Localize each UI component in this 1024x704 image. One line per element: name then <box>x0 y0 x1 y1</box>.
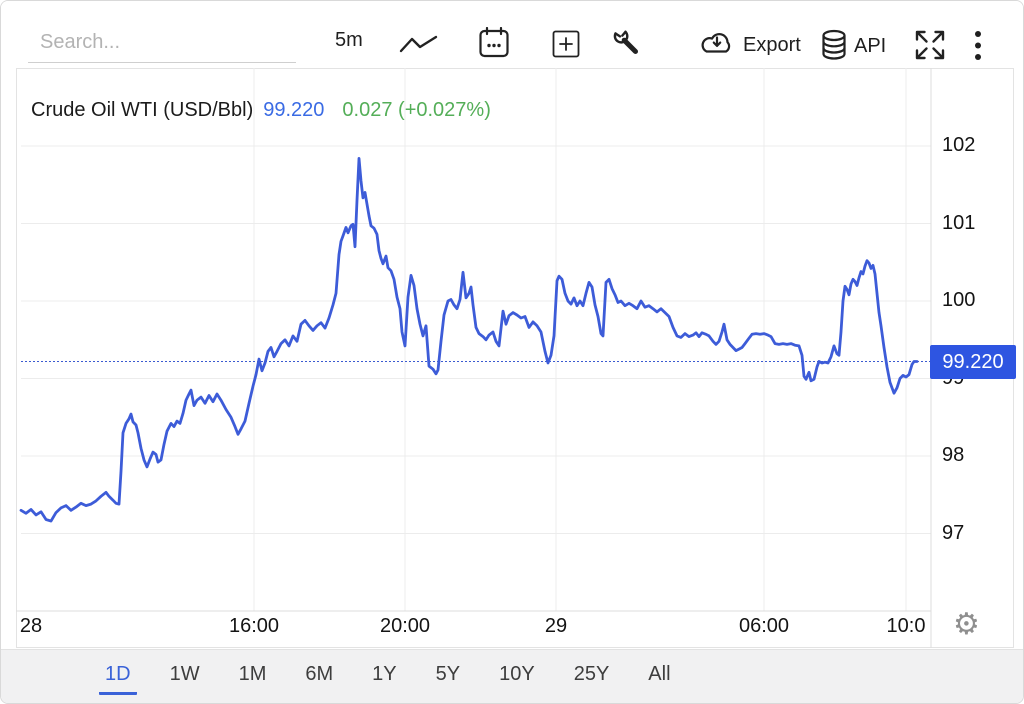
toolbar: 5m <box>1 1 1023 67</box>
range-tab-25y[interactable]: 25Y <box>568 661 616 695</box>
price-change: 0.027 (+0.027%) <box>342 99 491 121</box>
tools-button[interactable] <box>611 28 641 61</box>
instrument-title: Crude Oil WTI (USD/Bbl) <box>31 99 254 121</box>
expand-icon <box>913 28 947 65</box>
add-indicator-button[interactable] <box>552 30 580 61</box>
calendar-icon <box>479 26 509 62</box>
range-tab-6m[interactable]: 6M <box>299 661 339 695</box>
y-axis-tick: 102 <box>942 134 976 156</box>
range-tab-5y[interactable]: 5Y <box>430 661 466 695</box>
api-label: API <box>854 35 887 57</box>
chart-header: Crude Oil WTI (USD/Bbl) 99.220 0.027 (+0… <box>31 99 491 122</box>
export-label: Export <box>743 34 801 56</box>
x-axis-tick: 10:0 <box>886 615 926 637</box>
y-axis-tick: 98 <box>942 444 965 466</box>
current-price-badge: 99.220 <box>930 345 1016 379</box>
chart-card <box>16 68 1014 648</box>
range-tab-1d[interactable]: 1D <box>99 661 137 695</box>
api-button[interactable]: API <box>821 29 886 64</box>
export-cloud-icon <box>698 30 736 61</box>
last-price: 99.220 <box>263 99 325 121</box>
x-axis-tick: 20:00 <box>379 615 431 637</box>
y-axis-tick: 97 <box>942 521 965 544</box>
kebab-menu-icon <box>974 29 982 66</box>
range-tab-all[interactable]: All <box>642 661 676 695</box>
interval-button[interactable]: 5m <box>335 29 363 52</box>
interval-label: 5m <box>335 29 363 51</box>
y-axis-tick: 101 <box>942 211 976 234</box>
settings-gear-icon[interactable]: ⚙ <box>953 607 980 642</box>
y-axis-tick: 100 <box>942 289 976 311</box>
plus-square-icon <box>552 30 580 61</box>
line-chart-icon <box>399 34 439 59</box>
wrench-icon <box>611 28 641 61</box>
range-tab-1y[interactable]: 1Y <box>366 661 402 695</box>
x-axis-tick: 06:00 <box>738 615 790 637</box>
range-tab-bar: 1D 1W 1M 6M 1Y 5Y 10Y 25Y All <box>1 649 1023 703</box>
x-axis-tick: 16:00 <box>228 615 280 637</box>
chart-type-button[interactable] <box>399 34 439 59</box>
x-axis-tick: 29 <box>544 615 568 637</box>
database-icon <box>821 29 847 64</box>
export-button[interactable]: Export <box>698 30 801 61</box>
range-tab-10y[interactable]: 10Y <box>493 661 541 695</box>
search-input[interactable] <box>28 29 296 63</box>
calendar-button[interactable] <box>479 26 509 62</box>
fullscreen-button[interactable] <box>913 28 947 65</box>
x-axis-tick: 28 <box>19 615 43 637</box>
range-tab-1m[interactable]: 1M <box>233 661 273 695</box>
range-tab-1w[interactable]: 1W <box>164 661 206 695</box>
more-menu-button[interactable] <box>974 29 982 66</box>
